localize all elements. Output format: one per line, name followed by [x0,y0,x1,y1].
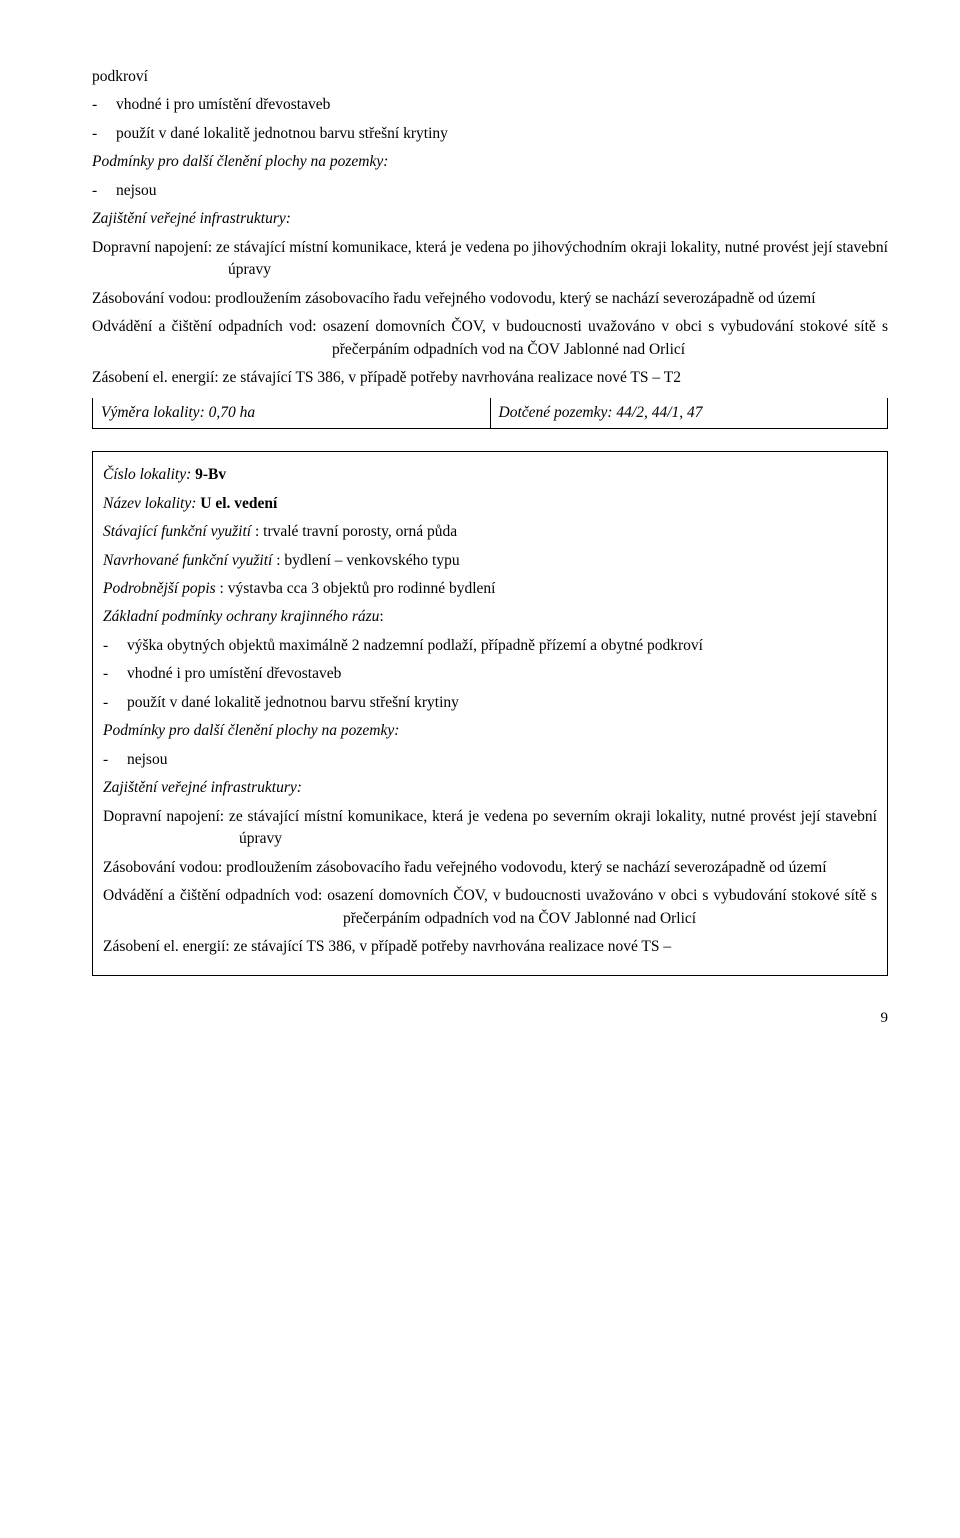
area-parcels-row: Výměra lokality: 0,70 ha Dotčené pozemky… [92,398,888,429]
bullet-dash: - [103,663,127,685]
current-use-label: Stávající funkční využití [103,523,251,540]
bullet-text: nejsou [116,180,888,202]
transport-connection: Dopravní napojení: ze stávající místní k… [103,806,877,851]
bullet-item: - použít v dané lokalitě jednotnou barvu… [92,123,888,145]
bullet-item: - vhodné i pro umístění dřevostaveb [92,94,888,116]
proposed-use-value: : bydlení – venkovského typu [272,552,459,569]
landscape-conditions-label: Základní podmínky ochrany krajinného ráz… [103,608,379,625]
area-cell: Výměra lokality: 0,70 ha [93,398,490,428]
bullet-text: vhodné i pro umístění dřevostaveb [116,94,888,116]
infrastructure-heading: Zajištění veřejné infrastruktury: [103,777,877,799]
locality-number-row: Číslo lokality: 9-Bv [103,464,877,486]
bullet-item: - výška obytných objektů maximálně 2 nad… [103,635,877,657]
proposed-use-row: Navrhované funkční využití : bydlení – v… [103,550,877,572]
locality-name-value: U el. vedení [196,495,277,512]
locality-number-label: Číslo lokality: [103,466,191,483]
bullet-text: výška obytných objektů maximálně 2 nadze… [127,635,877,657]
bullet-dash: - [92,94,116,116]
bullet-continuation: podkroví [92,66,888,88]
bullet-item: - použít v dané lokalitě jednotnou barvu… [103,692,877,714]
electric-supply: Zásobení el. energií: ze stávající TS 38… [103,936,877,958]
landscape-conditions-heading: Základní podmínky ochrany krajinného ráz… [103,606,877,628]
area-value: : 0,70 ha [200,404,256,421]
bullet-text: vhodné i pro umístění dřevostaveb [127,663,877,685]
conditions-heading: Podmínky pro další členění plochy na poz… [92,151,888,173]
bullet-dash: - [92,123,116,145]
parcels-label: Dotčené pozemky: [499,404,613,421]
bullet-text: použít v dané lokalitě jednotnou barvu s… [116,123,888,145]
bullet-dash: - [92,180,116,202]
current-use-value: : trvalé travní porosty, orná půda [251,523,457,540]
transport-connection: Dopravní napojení: ze stávající místní k… [92,237,888,282]
detail-desc-label: Podrobnější popis [103,580,216,597]
bullet-item: - nejsou [92,180,888,202]
detail-desc-row: Podrobnější popis : výstavba cca 3 objek… [103,578,877,600]
conditions-heading: Podmínky pro další členění plochy na poz… [103,720,877,742]
parcels-cell: Dotčené pozemky: 44/2, 44/1, 47 [490,398,888,428]
detail-desc-value: : výstavba cca 3 objektů pro rodinné byd… [216,580,496,597]
bullet-text: nejsou [127,749,877,771]
locality-name-label: Název lokality: [103,495,196,512]
locality-number-value: 9-Bv [191,466,226,483]
area-label: Výměra lokality [101,404,200,421]
top-section: podkroví - vhodné i pro umístění dřevost… [92,66,888,429]
locality-name-row: Název lokality: U el. vedení [103,493,877,515]
bullet-dash: - [103,635,127,657]
current-use-row: Stávající funkční využití : trvalé travn… [103,521,877,543]
locality-box: Číslo lokality: 9-Bv Název lokality: U e… [92,451,888,975]
wastewater: Odvádění a čištění odpadních vod: osazen… [92,316,888,361]
wastewater: Odvádění a čištění odpadních vod: osazen… [103,885,877,930]
proposed-use-label: Navrhované funkční využití [103,552,272,569]
bullet-text: použít v dané lokalitě jednotnou barvu s… [127,692,877,714]
page-number: 9 [92,1008,888,1030]
parcels-value: 44/2, 44/1, 47 [613,404,703,421]
bullet-item: - vhodné i pro umístění dřevostaveb [103,663,877,685]
infrastructure-heading: Zajištění veřejné infrastruktury: [92,208,888,230]
bullet-dash: - [103,692,127,714]
bullet-item: - nejsou [103,749,877,771]
bullet-dash: - [103,749,127,771]
electric-supply: Zásobení el. energií: ze stávající TS 38… [92,367,888,389]
water-supply: Zásobování vodou: prodloužením zásobovac… [103,857,877,879]
water-supply: Zásobování vodou: prodloužením zásobovac… [92,288,888,310]
colon: : [379,608,383,625]
